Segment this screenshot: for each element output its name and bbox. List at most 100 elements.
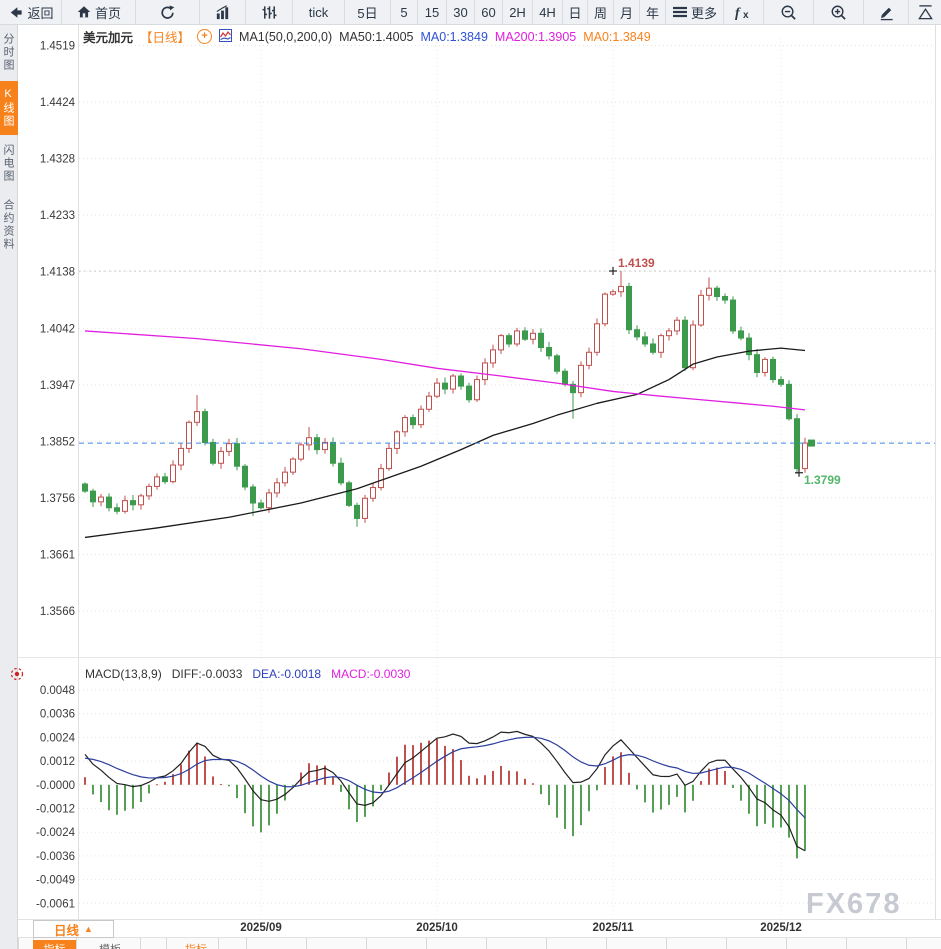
- bottom-tab-0[interactable]: 指标: [33, 940, 76, 949]
- candle-body: [386, 447, 392, 470]
- candle-body: [658, 335, 664, 353]
- macd-histogram-bar: [636, 784, 638, 790]
- strip-separator: [218, 938, 219, 949]
- toolbar-item-m5[interactable]: 5: [391, 0, 418, 24]
- macd-histogram-bar: [204, 756, 206, 785]
- toolbar-item-h4[interactable]: 4H: [533, 0, 563, 24]
- bottom-tab-strip: 指标模板指标: [18, 938, 941, 949]
- toolbar-item-week[interactable]: 周: [588, 0, 614, 24]
- strip-separator: [666, 938, 667, 949]
- toolbar-item-year[interactable]: 年: [640, 0, 666, 24]
- toolbar-item-5d[interactable]: 5日: [345, 0, 391, 24]
- macd-axis-label: 0.0024: [40, 732, 76, 744]
- toolbar-item-month[interactable]: 月: [614, 0, 640, 24]
- strip-separator: [426, 938, 427, 949]
- macd-histogram-bar: [620, 752, 622, 785]
- ma-settings-label: MA1(50,0,200,0): [239, 29, 333, 44]
- ma-indicator-icon[interactable]: [219, 28, 233, 45]
- toolbar-item-refresh[interactable]: [136, 0, 200, 24]
- toolbar-item-h2[interactable]: 2H: [503, 0, 533, 24]
- ma50-value: MA50:1.4005: [339, 29, 414, 44]
- chevron-up-icon: ▲: [84, 924, 93, 934]
- toolbar-item-m60[interactable]: 60: [475, 0, 503, 24]
- macd-histogram-bar: [252, 784, 254, 827]
- toolbar-item-draw[interactable]: [864, 0, 909, 24]
- macd-histogram-bar: [228, 784, 230, 787]
- ma50-line: [84, 347, 806, 539]
- macd-histogram-bar: [532, 783, 534, 785]
- candle-body: [466, 385, 472, 401]
- price-axis-label: 1.3947: [40, 380, 75, 392]
- toolbar-item-label: 5: [400, 4, 408, 20]
- low-price-annotation: 1.3799: [804, 473, 841, 487]
- macd-histogram-bar: [156, 784, 158, 786]
- macd-histogram-bar: [348, 784, 350, 810]
- candle-body: [474, 379, 480, 401]
- indicator-crosshair-icon[interactable]: [9, 666, 25, 687]
- candle-body: [106, 496, 112, 509]
- candle-body: [122, 500, 128, 512]
- toolbar-item-label: tick: [308, 4, 329, 20]
- bottom-tab-2[interactable]: 指标: [174, 940, 218, 949]
- macd-histogram-bar: [332, 776, 334, 785]
- candle-body: [522, 330, 528, 340]
- chart-header: 美元加元 【日线】 + MA1(50,0,200,0) MA50:1.4005 …: [83, 27, 651, 46]
- period-selector-label: 日线: [54, 923, 80, 938]
- candle-body: [650, 343, 656, 353]
- toolbar-item-zoom-out[interactable]: [764, 0, 814, 24]
- sidebar-item-3[interactable]: 合约资料: [2, 199, 14, 251]
- macd-params-label: MACD(13,8,9): [85, 667, 162, 681]
- ma200-line: [84, 330, 806, 411]
- strip-separator: [786, 938, 787, 949]
- toolbar-item-zoom-in[interactable]: [814, 0, 864, 24]
- candle-body: [338, 462, 344, 484]
- price-axis-label: 1.3566: [40, 606, 75, 618]
- sidebar-item-2[interactable]: 闪电图: [2, 144, 14, 183]
- top-toolbar: 返回 首页 tick 5日 5 15 30 60 2H 4H 日周月年 更多 f x: [0, 0, 941, 25]
- symbol-title: 美元加元: [83, 31, 134, 45]
- macd-histogram-bar: [500, 765, 502, 785]
- macd-histogram-bar: [572, 784, 574, 837]
- candles-icon: [261, 4, 278, 21]
- toolbar-item-home[interactable]: 首页: [62, 0, 136, 24]
- candle-body: [146, 485, 152, 497]
- strip-separator: [306, 938, 307, 949]
- bottom-tab-1[interactable]: 模板: [84, 940, 136, 949]
- toolbar-item-tick[interactable]: tick: [293, 0, 345, 24]
- macd-histogram-bar: [724, 770, 726, 785]
- toolbar-item-day[interactable]: 日: [563, 0, 588, 24]
- add-indicator-icon[interactable]: +: [197, 29, 213, 44]
- sidebar-item-0[interactable]: 分时图: [2, 33, 14, 72]
- strip-separator: [906, 938, 907, 949]
- macd-histogram-bar: [324, 765, 326, 785]
- macd-histogram-bar: [684, 784, 686, 813]
- toolbar-item-label: 30: [453, 4, 468, 20]
- candle-body: [746, 337, 752, 356]
- period-selector[interactable]: 日线 ▲: [33, 920, 114, 938]
- candle-body: [506, 335, 512, 345]
- sidebar-item-1[interactable]: K线图: [0, 81, 18, 135]
- macd-hist-value: MACD:-0.0030: [331, 667, 411, 681]
- toolbar-item-back[interactable]: 返回: [0, 0, 62, 24]
- macd-histogram-bar: [676, 784, 678, 797]
- candle-body: [290, 458, 296, 473]
- macd-axis-label: -0.0024: [36, 827, 76, 839]
- macd-histogram-bar: [124, 784, 126, 811]
- candle-body: [666, 330, 672, 337]
- toolbar-item-candle-chart[interactable]: [246, 0, 293, 24]
- macd-histogram-bar: [132, 784, 134, 809]
- candle-body: [402, 417, 408, 433]
- candle-body: [378, 468, 384, 489]
- candle-body: [322, 441, 328, 451]
- macd-histogram-bar: [596, 784, 598, 791]
- toolbar-item-m30[interactable]: 30: [447, 0, 475, 24]
- candle-body: [274, 482, 280, 494]
- macd-histogram-bar: [652, 784, 654, 813]
- toolbar-item-more[interactable]: 更多: [666, 0, 724, 24]
- macd-histogram-bar: [396, 756, 398, 785]
- toolbar-item-m15[interactable]: 15: [418, 0, 447, 24]
- toolbar-item-bar-chart[interactable]: [200, 0, 246, 24]
- toolbar-item-shapes[interactable]: [909, 0, 941, 24]
